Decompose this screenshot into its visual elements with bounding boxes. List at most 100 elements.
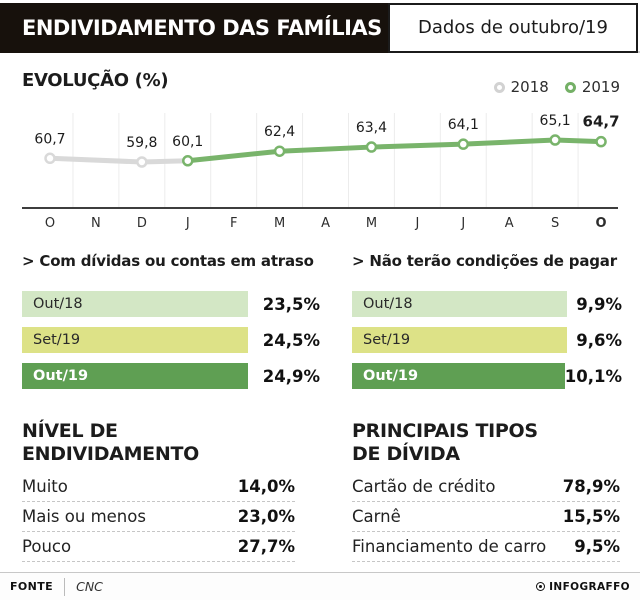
- bar-out19: Out/19: [22, 363, 248, 389]
- list-item: Cartão de crédito 78,9%: [352, 472, 620, 502]
- legend-item-2018: 2018: [493, 78, 549, 96]
- list-item-value: 9,5%: [574, 537, 620, 556]
- list-item-label: Muito: [22, 477, 68, 496]
- data-point: [549, 134, 561, 146]
- data-point-label: 62,4: [264, 124, 295, 140]
- data-point-label: 63,4: [356, 120, 387, 136]
- bar-out18: Out/18: [22, 291, 248, 317]
- data-point: [182, 155, 194, 167]
- list-item-value: 15,5%: [562, 507, 620, 526]
- list-item-label: Cartão de crédito: [352, 477, 496, 496]
- series-line-2019: [185, 137, 604, 164]
- bar-label: Set/19: [33, 332, 81, 348]
- x-tick-label: N: [91, 216, 101, 231]
- section-overdue-debts: > Com dívidas ou contas em atraso Out/18…: [22, 252, 320, 392]
- debt-types-list: PRINCIPAIS TIPOS DE DÍVIDA Cartão de cré…: [352, 420, 620, 562]
- series-line-2018: [47, 155, 191, 165]
- x-tick-label: A: [505, 216, 514, 231]
- infograffo-logo-icon: [536, 582, 546, 591]
- section-title: > Com dívidas ou contas em atraso: [22, 252, 314, 270]
- credit: INFOGRAFFO: [536, 581, 630, 593]
- x-tick-label: J: [185, 216, 190, 231]
- bar-set19: Set/19: [352, 327, 567, 353]
- list-item-label: Carnê: [352, 507, 401, 526]
- list-item-value: 14,0%: [237, 477, 295, 496]
- chart-title: EVOLUÇÃO (%): [22, 70, 169, 91]
- section-title: > Não terão condições de pagar: [352, 252, 617, 270]
- bar-out18: Out/18: [352, 291, 567, 317]
- data-point-label: 64,1: [448, 117, 479, 133]
- header: ENDIVIDAMENTO DAS FAMÍLIAS Dados de outu…: [0, 3, 640, 53]
- list-item-value: 27,7%: [237, 537, 295, 556]
- bar-label: Out/19: [33, 368, 89, 384]
- x-tick-label: F: [230, 216, 237, 231]
- list-item: Carnê 15,5%: [352, 502, 620, 532]
- list-title: NÍVEL DE ENDIVIDAMENTO: [22, 420, 295, 466]
- footer-divider: [64, 577, 66, 596]
- section-cannot-pay: > Não terão condições de pagar Out/18 9,…: [352, 252, 622, 392]
- credit-text: INFOGRAFFO: [549, 580, 630, 593]
- data-point: [595, 135, 607, 148]
- data-point-label: 60,7: [34, 131, 65, 147]
- bar-label: Out/19: [363, 368, 419, 384]
- list-item-label: Pouco: [22, 537, 72, 556]
- legend-item-2019: 2019: [564, 78, 620, 96]
- bar-row: Out/19 24,9%: [22, 363, 320, 389]
- list-item-value: 78,9%: [562, 477, 620, 496]
- legend-label-2019: 2019: [581, 78, 620, 96]
- bar-row: Out/19 10,1%: [352, 363, 622, 389]
- x-tick-label: M: [366, 216, 377, 231]
- x-tick-label: O: [596, 216, 607, 231]
- legend-ring-2019-icon: [564, 81, 576, 93]
- legend-label-2018: 2018: [510, 78, 549, 96]
- bar-value: 24,5%: [262, 330, 320, 350]
- evolution-line-chart: O N D J F M A M J J A S O 60,7 59,8 60,1 62,4 63,4 64,1 65,…: [22, 113, 620, 231]
- x-tick-label: J: [460, 216, 465, 231]
- bar-out19: Out/19: [352, 363, 565, 389]
- source-value: CNC: [76, 579, 103, 594]
- data-point-label: 65,1: [540, 113, 571, 129]
- bar-row: Out/18 9,9%: [352, 291, 622, 317]
- chart-legend: 2018 2019: [493, 78, 620, 96]
- x-tick-label: J: [414, 216, 419, 231]
- bar-row: Set/19 24,5%: [22, 327, 320, 353]
- data-point-label: 60,1: [172, 134, 203, 150]
- list-rows: Muito 14,0% Mais ou menos 23,0% Pouco 27…: [22, 472, 295, 562]
- data-point: [457, 138, 470, 150]
- bar-row: Out/18 23,5%: [22, 291, 320, 317]
- bar-value: 10,1%: [564, 366, 622, 386]
- data-point: [136, 156, 148, 168]
- data-point-label: 59,8: [126, 135, 157, 151]
- data-point: [44, 152, 56, 165]
- date-badge: Dados de outubro/19: [388, 3, 638, 53]
- x-tick-label: A: [321, 216, 330, 231]
- x-tick-label: D: [137, 216, 147, 231]
- bar-value: 23,5%: [262, 294, 320, 314]
- list-rows: Cartão de crédito 78,9% Carnê 15,5% Fina…: [352, 472, 620, 562]
- bar-value: 9,9%: [576, 294, 622, 314]
- list-item: Pouco 27,7%: [22, 532, 295, 562]
- list-item: Muito 14,0%: [22, 472, 295, 502]
- x-tick-label: S: [551, 216, 559, 231]
- list-item-label: Financiamento de carro: [352, 537, 547, 556]
- data-point-label: 64,7: [583, 113, 620, 131]
- bar-label: Out/18: [363, 296, 413, 312]
- list-item: Financiamento de carro 9,5%: [352, 532, 620, 562]
- bar-row: Set/19 9,6%: [352, 327, 622, 353]
- list-item-label: Mais ou menos: [22, 507, 146, 526]
- data-point: [365, 141, 378, 153]
- page-title: ENDIVIDAMENTO DAS FAMÍLIAS: [0, 3, 388, 53]
- footer: FONTE CNC INFOGRAFFO: [0, 572, 640, 600]
- list-title-line1: PRINCIPAIS TIPOS: [352, 420, 538, 442]
- list-title-line2: DE DÍVIDA: [352, 443, 460, 465]
- debt-level-list: NÍVEL DE ENDIVIDAMENTO Muito 14,0% Mais …: [22, 420, 295, 562]
- list-item: Mais ou menos 23,0%: [22, 502, 295, 532]
- data-point: [273, 145, 286, 157]
- legend-ring-2018-icon: [493, 81, 505, 93]
- x-tick-label: O: [45, 216, 55, 231]
- source-label: FONTE: [10, 580, 54, 593]
- list-item-value: 23,0%: [237, 507, 295, 526]
- list-title-line1: NÍVEL DE: [22, 420, 118, 442]
- list-title: PRINCIPAIS TIPOS DE DÍVIDA: [352, 420, 620, 466]
